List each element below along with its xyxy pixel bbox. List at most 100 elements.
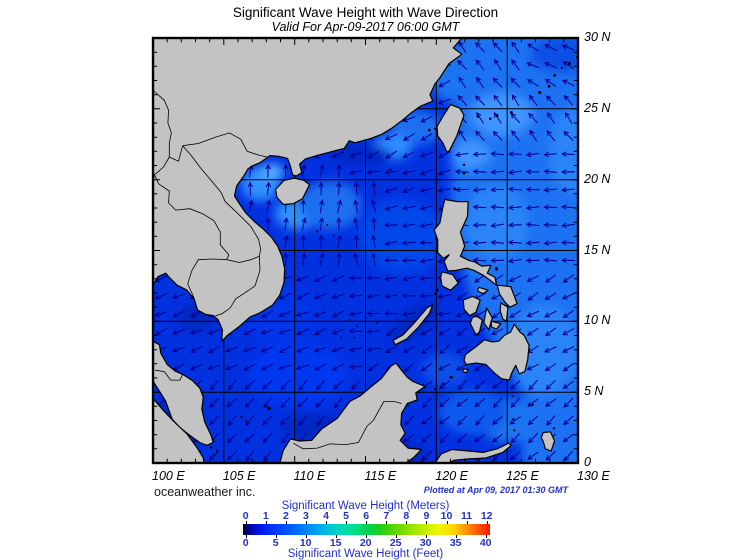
land-taiwan: [436, 103, 465, 153]
small-island: [267, 406, 271, 411]
legend-feet-tick-label: 10: [299, 536, 312, 549]
small-island: [353, 336, 356, 339]
land-sulawesi: [434, 442, 512, 463]
map-canvas: [151, 36, 580, 465]
legend-meters-tick-label: 2: [282, 510, 289, 522]
land-palawan: [392, 304, 434, 346]
small-island: [560, 66, 563, 69]
land-basilan: [461, 368, 469, 374]
legend-meters-tick-label: 3: [303, 510, 309, 522]
legend-feet-tick-label: 20: [359, 536, 372, 549]
legend-meters-tick-label: 10: [440, 510, 453, 522]
valid-time-subtitle: Valid For Apr-09-2017 06:00 GMT: [271, 20, 460, 34]
legend-feet-tick-label: 0: [242, 536, 249, 549]
legend-title-meters: Significant Wave Height (Meters): [281, 500, 450, 512]
legend-meters-tick-label: 11: [461, 510, 473, 522]
x-axis-label: 130 E: [577, 469, 610, 483]
land-cebu: [483, 307, 493, 331]
legend-meters-tick-label: 0: [242, 510, 249, 522]
small-island: [434, 388, 437, 391]
legend-meters-tick-label: 1: [262, 510, 269, 522]
country-border: [187, 258, 227, 299]
country-border: [153, 90, 172, 157]
legend-feet-tick: [365, 535, 367, 538]
small-island: [316, 230, 319, 233]
land-masbate: [476, 286, 489, 295]
legend-meters-tick-label: 7: [383, 510, 390, 522]
land-samar: [496, 284, 518, 308]
legend-meters-tick: [265, 521, 267, 524]
legend-feet-tick: [305, 535, 307, 538]
small-island: [453, 187, 457, 191]
small-island: [538, 90, 542, 95]
small-island: [442, 382, 445, 385]
small-island: [547, 84, 551, 88]
land-sumatra: [153, 397, 205, 463]
land-peninsula: [153, 340, 214, 446]
country-border: [215, 256, 261, 317]
y-axis-label: 0: [584, 455, 591, 469]
small-island: [215, 449, 218, 453]
small-island: [356, 324, 358, 327]
legend-feet-tick-label: 30: [419, 536, 432, 549]
small-island: [531, 403, 534, 406]
country-border: [169, 145, 184, 162]
small-island: [364, 316, 367, 319]
country-border: [182, 145, 262, 257]
country-border: [154, 156, 170, 176]
land-mindoro: [440, 271, 459, 291]
x-axis-label: 100 E: [152, 469, 185, 483]
small-island: [512, 418, 515, 421]
legend-feet-tick: [425, 535, 427, 538]
small-island: [348, 318, 351, 321]
small-island: [326, 224, 329, 226]
legend-meters-tick-label: 5: [343, 510, 350, 522]
small-island: [552, 427, 556, 430]
small-island: [433, 127, 436, 130]
legend-feet-tick-label: 5: [272, 536, 279, 549]
small-island: [264, 404, 267, 407]
country-border: [226, 255, 260, 263]
x-axis-label: 120 E: [435, 469, 468, 483]
legend-meters-tick: [446, 521, 448, 524]
credit-text: oceanweather inc.: [154, 485, 256, 499]
legend-meters-tick-label: 4: [323, 510, 329, 522]
legend-meters-tick: [386, 521, 388, 524]
legend-feet-tick: [335, 535, 337, 538]
small-island: [476, 115, 480, 118]
legend-meters-tick: [466, 521, 468, 524]
land-panay: [462, 295, 481, 317]
y-axis-label: 20 N: [584, 171, 611, 186]
legend-meters-tick-label: 12: [480, 510, 493, 522]
color-scale-bar: [243, 524, 490, 535]
x-axis-label: 110 E: [293, 469, 326, 483]
legend-meters-tick: [326, 521, 328, 524]
land-hainan: [274, 177, 311, 206]
country-border: [154, 174, 230, 260]
legend-meters-tick: [486, 521, 488, 524]
x-axis-label: 105 E: [222, 469, 256, 483]
legend-feet-tick: [485, 535, 487, 538]
country-border: [293, 400, 402, 450]
land-luzon: [433, 198, 498, 286]
small-island: [340, 336, 343, 339]
map-plot: [151, 36, 580, 465]
plotted-timestamp: Plotted at Apr 09, 2017 01:30 GMT: [423, 485, 568, 495]
y-axis-label: 10 N: [584, 313, 611, 328]
small-island: [428, 128, 431, 132]
small-island: [245, 420, 248, 423]
legend-meters-tick-label: 6: [363, 510, 370, 522]
legend-meters-tick: [426, 521, 428, 524]
land-halmahera: [540, 431, 556, 452]
page-title: Significant Wave Height with Wave Direct…: [232, 5, 499, 20]
small-island: [513, 429, 516, 432]
x-axis-label: 125 E: [506, 469, 539, 483]
legend-meters-tick-label: 8: [403, 510, 410, 522]
small-island: [378, 348, 381, 350]
legend-meters-tick: [305, 521, 307, 524]
legend-meters-tick: [406, 521, 408, 524]
small-island: [494, 267, 499, 271]
land-mindanao: [463, 323, 530, 381]
small-island: [568, 62, 571, 65]
small-island: [496, 114, 499, 118]
